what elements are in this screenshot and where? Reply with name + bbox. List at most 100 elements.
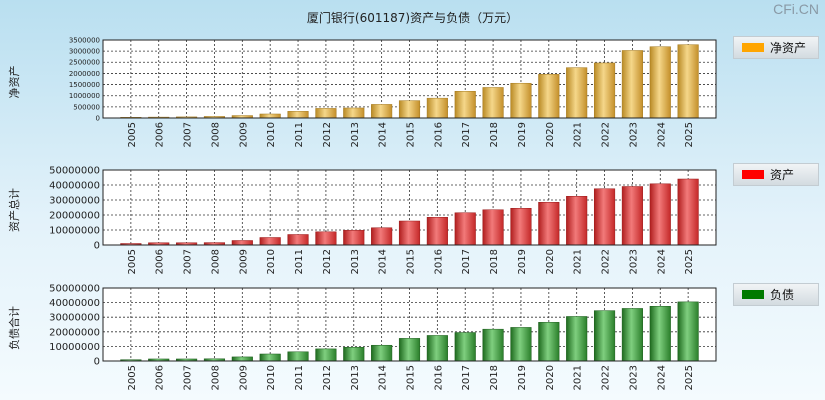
bar-2019 [510, 327, 532, 362]
bar-2018 [482, 87, 504, 119]
y-tick-label: 500000 [73, 103, 100, 111]
bar-2024 [649, 183, 671, 246]
x-tick-label: 2015 [406, 249, 417, 274]
x-tick-label: 2020 [545, 122, 556, 147]
bar-2011 [287, 111, 309, 119]
bar-2025 [677, 301, 699, 362]
bar-2021 [566, 316, 588, 362]
legend-swatch-net-assets [742, 43, 764, 52]
bar-2011 [287, 351, 309, 362]
x-tick-label: 2011 [294, 249, 305, 274]
bar-2017 [454, 91, 476, 119]
x-tick-label: 2025 [684, 249, 695, 274]
bar-2022 [593, 62, 616, 119]
y-tick-label: 30000000 [49, 196, 100, 207]
bar-2025 [677, 44, 699, 119]
x-tick-label: 2019 [517, 122, 528, 147]
x-tick-label: 2024 [656, 365, 667, 390]
legend-net-assets: 净资产 [733, 36, 819, 59]
x-tick-label: 2007 [183, 365, 194, 390]
page-title: 厦门银行(601187)资产与负债（万元） [306, 11, 519, 25]
x-tick-label: 2010 [266, 249, 277, 274]
x-tick-label: 2005 [127, 365, 138, 390]
x-tick-label: 2012 [322, 122, 333, 147]
bar-2023 [621, 50, 643, 119]
x-tick-label: 2010 [266, 122, 277, 147]
legend-swatch-liabilities [742, 290, 764, 299]
y-tick-label: 40000000 [49, 298, 100, 309]
bar-2014 [371, 227, 393, 246]
bar-2014 [371, 344, 393, 362]
bar-2009 [231, 240, 253, 246]
x-tick-label: 2020 [545, 249, 556, 274]
bar-2023 [621, 308, 643, 362]
bar-2014 [371, 104, 393, 119]
y-tick-label: 30000000 [49, 313, 100, 324]
bar-2013 [343, 230, 365, 246]
x-tick-label: 2018 [489, 249, 500, 274]
y-tick-label: 40000000 [49, 181, 100, 192]
x-tick-label: 2014 [378, 365, 389, 390]
x-tick-label: 2012 [322, 365, 333, 390]
x-tick-label: 2017 [461, 122, 472, 147]
x-tick-label: 2009 [238, 365, 249, 390]
x-tick-label: 2012 [322, 249, 333, 274]
x-tick-label: 2021 [573, 122, 584, 147]
x-tick-label: 2024 [656, 122, 667, 147]
plot-frame-2 [102, 287, 717, 362]
bar-2017 [454, 212, 476, 246]
legend-liabilities: 负债 [733, 283, 819, 306]
y-tick-label: 10000000 [49, 342, 100, 353]
x-tick-label: 2019 [517, 249, 528, 274]
y-tick-label: 3500000 [69, 36, 100, 44]
legend-label-liabilities: 负债 [770, 288, 795, 302]
bar-2011 [287, 234, 309, 246]
bar-2020 [538, 74, 560, 119]
x-tick-label: 2013 [350, 122, 361, 147]
x-tick-label: 2023 [628, 365, 639, 390]
bar-2020 [538, 322, 560, 362]
x-tick-label: 2006 [155, 122, 166, 147]
y-tick-label: 0 [94, 357, 100, 368]
y-tick-label: 1000000 [69, 92, 100, 100]
x-tick-label: 2013 [350, 365, 361, 390]
x-tick-label: 2013 [350, 249, 361, 274]
bar-2016 [426, 335, 448, 362]
bar-2013 [343, 107, 365, 119]
bar-2023 [621, 186, 643, 246]
x-tick-label: 2016 [433, 249, 444, 274]
bar-2021 [566, 196, 588, 246]
legend-assets: 资产 [733, 163, 819, 186]
y-tick-label: 2500000 [69, 59, 100, 67]
x-tick-label: 2015 [406, 122, 417, 147]
bar-2016 [426, 97, 448, 119]
bar-2024 [649, 306, 671, 362]
x-tick-label: 2025 [684, 365, 695, 390]
bar-2021 [566, 67, 588, 119]
x-tick-label: 2019 [517, 365, 528, 390]
x-tick-label: 2006 [155, 365, 166, 390]
x-tick-label: 2008 [210, 249, 221, 274]
x-tick-label: 2007 [183, 249, 194, 274]
x-tick-label: 2023 [628, 249, 639, 274]
bar-2025 [677, 178, 699, 246]
y-tick-label: 20000000 [49, 211, 100, 222]
y-tick-label: 0 [96, 114, 100, 122]
x-tick-label: 2014 [378, 249, 389, 274]
bar-2018 [482, 328, 504, 362]
bar-2018 [482, 209, 504, 246]
x-tick-label: 2008 [210, 365, 221, 390]
bar-2012 [315, 231, 337, 246]
x-tick-label: 2016 [433, 122, 444, 147]
x-tick-label: 2021 [573, 365, 584, 390]
x-tick-label: 2018 [489, 122, 500, 147]
bar-2013 [343, 347, 365, 362]
bar-2012 [315, 108, 337, 119]
x-tick-label: 2022 [601, 249, 612, 274]
x-tick-label: 2020 [545, 365, 556, 390]
bar-2024 [649, 46, 671, 119]
y-tick-label: 0 [94, 241, 100, 252]
x-tick-label: 2021 [573, 249, 584, 274]
x-tick-label: 2011 [294, 365, 305, 390]
bar-2015 [398, 220, 421, 246]
